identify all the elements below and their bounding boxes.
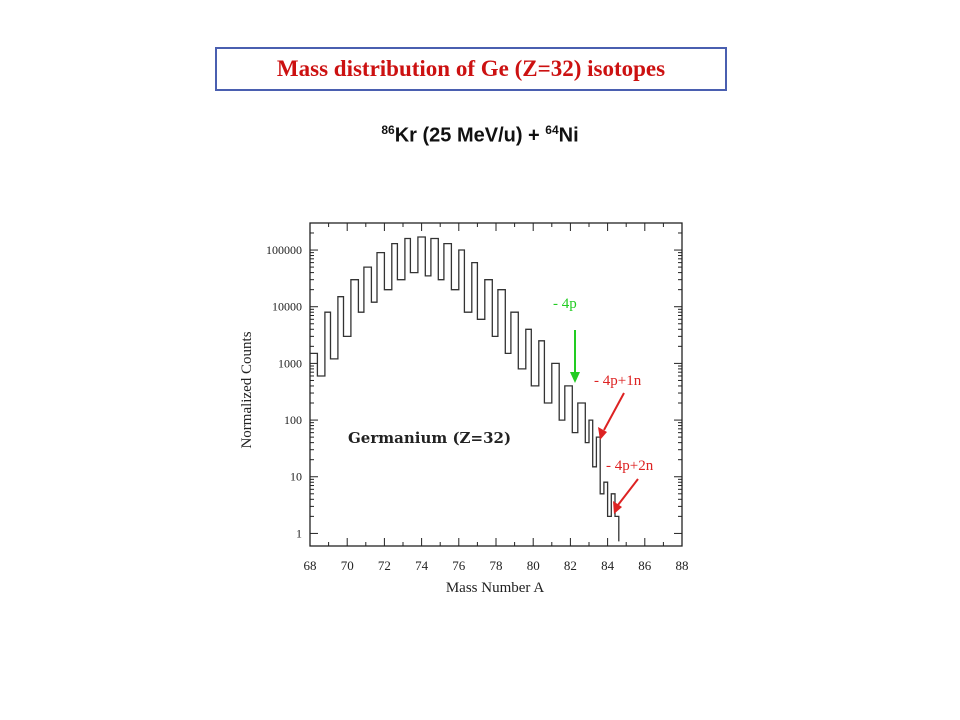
x-tick-label: 78 [490,558,503,573]
x-tick-label: 88 [676,558,689,573]
x-tick-label: 82 [564,558,577,573]
red-arrow-1-shaft [603,392,625,431]
red-arrow-2-head [613,501,622,514]
y-tick-label: 100000 [266,243,302,257]
germanium-spectrum-line [310,236,620,542]
y-tick-label: 1 [296,526,302,540]
chart-inner-label: Germanium (Z=32) [348,429,511,447]
target-mass: 64 [545,123,559,137]
annotation-4p-1n: - 4p+1n [594,373,642,389]
y-tick-label: 10 [290,470,302,484]
x-tick-label: 68 [304,558,317,573]
annotation-4p: - 4p [553,296,577,312]
reaction-subtitle: 86Kr (25 MeV/u) + 64Ni [0,123,960,148]
x-tick-label: 76 [452,558,466,573]
tick-labels: 68 70 72 74 76 78 80 82 84 86 88 1 10 100 1000 10000 100… [266,243,689,573]
x-tick-label: 86 [638,558,652,573]
green-arrow-head [570,372,580,383]
target: Ni [558,124,579,147]
y-tick-label: 100 [284,413,302,427]
y-axis-label: Normalized Counts [239,331,255,448]
slide-title: Mass distribution of Ge (Z=32) isotopes [276,56,666,81]
x-tick-label: 80 [527,558,540,573]
y-tick-label: 10000 [272,300,302,314]
x-tick-label: 72 [378,558,391,573]
projectile: Kr [394,124,417,147]
title-box: Mass distribution of Ge (Z=32) isotopes [215,47,727,91]
red-arrow-1-head [598,427,607,440]
beam-energy: (25 MeV/u) + [416,124,546,147]
x-tick-label: 74 [415,558,429,573]
x-tick-label: 70 [341,558,354,573]
annotation-4p-2n: - 4p+2n [606,458,654,474]
y-tick-label: 1000 [278,356,302,370]
axis-ticks [309,222,683,546]
red-arrow-2-shaft [617,478,639,506]
projectile-mass: 86 [381,123,395,137]
x-axis-label: Mass Number A [446,580,544,596]
x-tick-label: 84 [601,558,615,573]
